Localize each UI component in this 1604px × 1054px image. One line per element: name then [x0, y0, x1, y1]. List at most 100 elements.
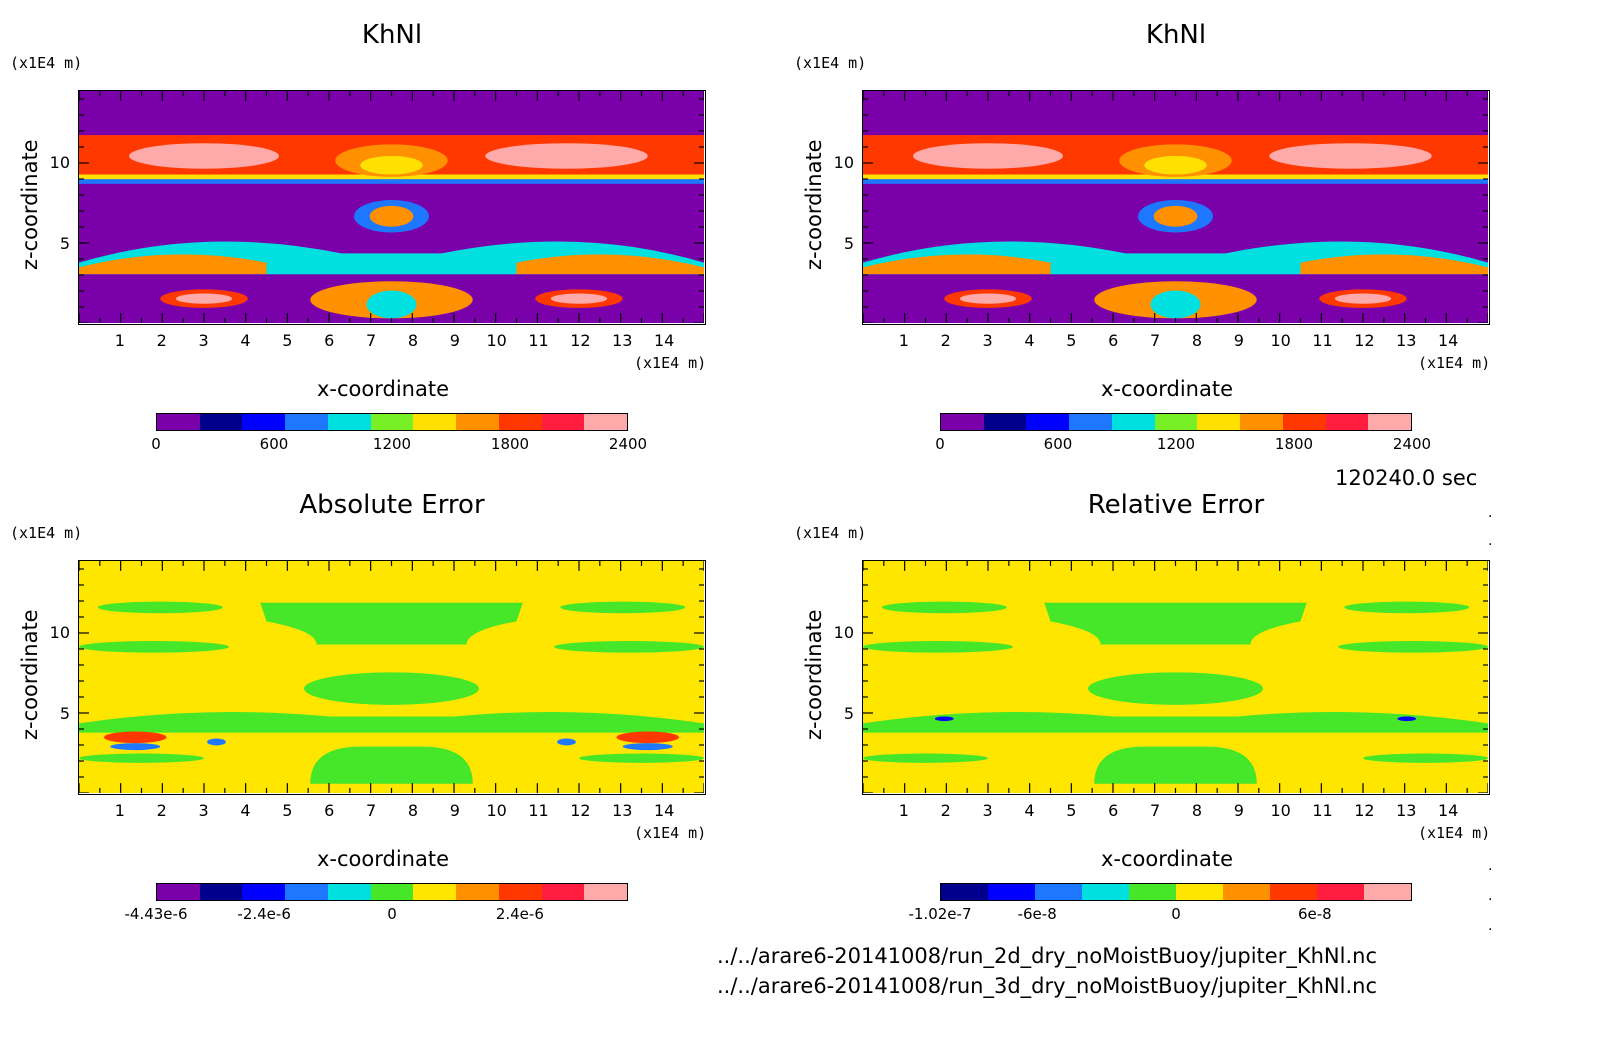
- field-pattern: [863, 91, 1488, 323]
- mid-region: [79, 254, 267, 275]
- error-region: [79, 641, 229, 653]
- x-tick-label: 13: [1396, 331, 1417, 350]
- colorbar-swatch: [456, 884, 499, 900]
- low-region: [175, 293, 233, 304]
- y-tick-label: 10: [49, 152, 70, 172]
- mid-region: [863, 254, 1051, 275]
- colorbar-label: 0: [151, 435, 161, 453]
- colorbar-label: 600: [259, 435, 289, 453]
- x-tick-label: 2: [940, 331, 951, 350]
- colorbar-swatch: [199, 414, 243, 430]
- heatmap-field: [862, 90, 1490, 325]
- colorbar-swatch: [1270, 884, 1317, 900]
- colorbar-swatch: [413, 884, 457, 900]
- x-tick-label: 7: [365, 331, 377, 350]
- colorbar-label: 2400: [1392, 435, 1432, 453]
- error-region: [863, 641, 1013, 653]
- x-tick-label: 3: [982, 801, 993, 820]
- dot-mark: .: [1488, 533, 1493, 549]
- core-region: [1269, 143, 1432, 169]
- colorbar-swatch: [498, 884, 542, 900]
- panel-title: KhNl: [361, 20, 423, 50]
- colorbar-swatch: [327, 884, 371, 900]
- colorbar-label: 1800: [490, 435, 530, 453]
- field-pattern: [79, 561, 704, 793]
- x-tick-label: 3: [198, 801, 209, 820]
- error-region: [1344, 601, 1470, 614]
- band-edge: [79, 174, 704, 182]
- x-tick-label: 12: [1354, 331, 1375, 350]
- colorbar-swatch: [498, 414, 542, 430]
- x-tick-label: 10: [1270, 801, 1291, 820]
- low-region: [1150, 290, 1201, 319]
- x-tick-label: 13: [612, 801, 633, 820]
- file-path-1: ../../arare6-20141008/run_2d_dry_noMoist…: [717, 944, 1378, 968]
- colorbar-swatch: [1223, 884, 1270, 900]
- x-axis-label: x-coordinate: [1101, 377, 1234, 401]
- x-tick-label: 1: [114, 801, 125, 820]
- x-axis-label: x-coordinate: [317, 847, 450, 871]
- colorbar: [156, 883, 628, 901]
- colorbar-swatch: [1111, 414, 1155, 430]
- x-tick-label: 8: [407, 331, 419, 350]
- x-tick-label: 2: [156, 801, 167, 820]
- x-tick-label: 4: [1024, 801, 1035, 820]
- colorbar-swatch: [1129, 884, 1176, 900]
- error-region: [207, 738, 226, 746]
- colorbar-label: -2.4e-6: [237, 905, 291, 923]
- error-region: [304, 672, 479, 705]
- x-tick-label: 12: [570, 331, 591, 350]
- x-tick-label: 1: [114, 331, 125, 350]
- colorbar-swatch: [1325, 414, 1369, 430]
- y-unit-label: (x1E4 m): [10, 524, 83, 542]
- y-axis-label: z-coordinate: [18, 139, 42, 270]
- colorbar-swatch: [1282, 414, 1326, 430]
- colorbar-swatch: [242, 884, 286, 900]
- x-unit-label: (x1E4 m): [634, 354, 707, 372]
- colorbar-swatch: [242, 414, 286, 430]
- colorbar-swatch: [541, 414, 585, 430]
- heatmap-svg: [79, 561, 704, 793]
- panel-title: KhNl: [1145, 20, 1207, 50]
- x-tick-label: 10: [486, 331, 507, 350]
- core-region: [485, 143, 648, 169]
- x-tick-label: 7: [365, 801, 377, 820]
- y-unit-label: (x1E4 m): [794, 524, 867, 542]
- error-region: [1044, 602, 1307, 645]
- colorbar-swatch: [1035, 884, 1082, 900]
- x-tick-label: 9: [1233, 801, 1244, 820]
- chart-panel: Relative Error (x1E4 m) z-coordinate 1 2 3 4 5 6…: [784, 470, 1568, 940]
- panel-title: Relative Error: [1087, 490, 1265, 520]
- colorbar: [940, 883, 1412, 901]
- mid-region: [369, 205, 414, 227]
- x-tick-label: 5: [1066, 331, 1077, 350]
- x-tick-label: 7: [1149, 801, 1161, 820]
- y-axis-label: z-coordinate: [18, 609, 42, 740]
- colorbar-swatch: [327, 414, 371, 430]
- colorbar-label: -1.02e-7: [908, 905, 972, 923]
- error-region: [560, 601, 686, 614]
- colorbar-swatch: [1176, 884, 1223, 900]
- x-tick-label: 4: [1024, 331, 1035, 350]
- colorbar-swatch: [456, 414, 499, 430]
- error-region: [554, 641, 704, 653]
- x-tick-label: 7: [1149, 331, 1161, 350]
- low-region: [550, 293, 608, 304]
- colorbar-swatch: [941, 414, 984, 430]
- colorbar-swatch: [1240, 414, 1283, 430]
- core-region: [129, 143, 279, 169]
- core-region: [1144, 155, 1207, 175]
- low-region: [1334, 293, 1392, 304]
- y-unit-label: (x1E4 m): [10, 54, 83, 72]
- colorbar: [156, 413, 628, 431]
- error-region: [110, 743, 161, 751]
- colorbar-swatch: [370, 414, 414, 430]
- colorbar-label: 1800: [1274, 435, 1314, 453]
- error-region: [557, 738, 576, 746]
- colorbar-swatch: [941, 884, 988, 900]
- x-unit-label: (x1E4 m): [1418, 824, 1491, 842]
- heatmap-field: [862, 560, 1490, 795]
- file-path-2: ../../arare6-20141008/run_3d_dry_noMoist…: [717, 974, 1378, 998]
- error-region: [79, 753, 204, 763]
- colorbar-swatch: [285, 414, 328, 430]
